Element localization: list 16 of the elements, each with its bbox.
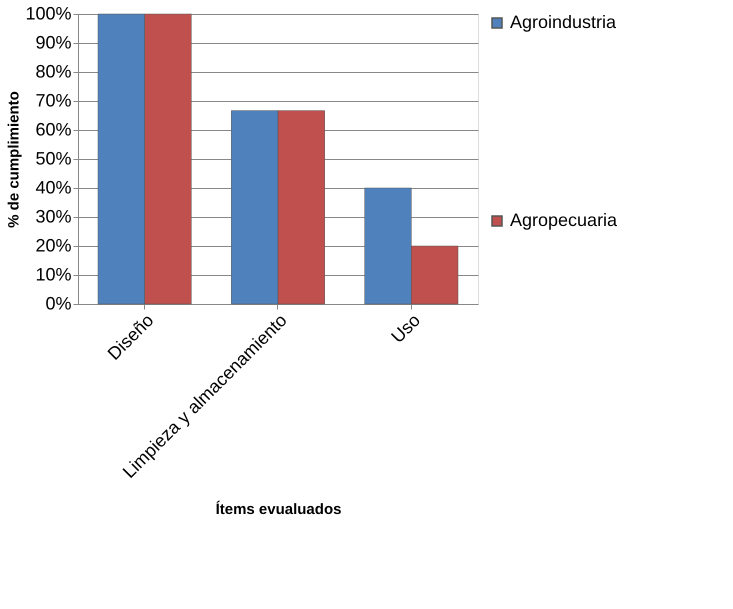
y-tick-label: 70% — [35, 90, 72, 110]
legend-label: Agroindustria — [510, 12, 618, 32]
y-tick-label: 100% — [25, 4, 72, 24]
legend-label: Agropecuaria — [510, 210, 618, 230]
y-tick-label: 40% — [35, 178, 72, 198]
y-tick-label: 90% — [35, 32, 72, 52]
y-tick-label: 20% — [35, 236, 72, 256]
y-axis-title: % de cumplimiento — [5, 91, 22, 228]
y-tick-label: 60% — [35, 120, 72, 140]
y-tick-label: 30% — [35, 206, 72, 226]
x-axis-title: Ítems evualuados — [216, 500, 342, 518]
y-tick-label: 10% — [35, 264, 72, 284]
y-tick-label: 80% — [35, 62, 72, 82]
y-tick-label: 50% — [35, 148, 72, 168]
y-tick-label: 0% — [45, 294, 72, 314]
x-tick-label: Uso — [387, 310, 424, 347]
